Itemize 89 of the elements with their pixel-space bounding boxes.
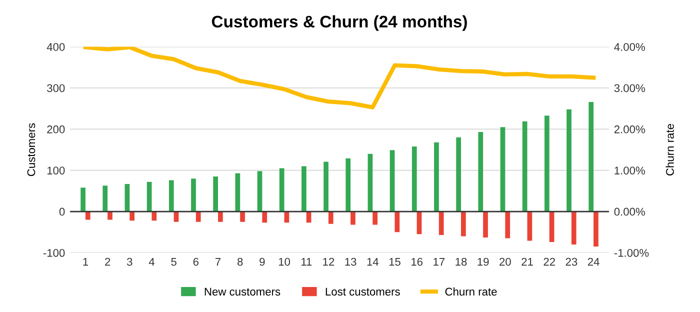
bar xyxy=(130,212,135,221)
x-tick-label: 5 xyxy=(171,258,176,266)
bar xyxy=(434,142,439,212)
bar xyxy=(168,180,174,212)
bar xyxy=(588,102,594,212)
bar xyxy=(438,212,444,236)
x-tick-label: 2 xyxy=(105,258,110,266)
bar xyxy=(124,184,130,212)
bar xyxy=(174,212,179,222)
x-tick-label: 18 xyxy=(456,258,467,266)
y-tick-label: 400 xyxy=(46,43,65,51)
y2-axis-title: Churn rate xyxy=(666,124,674,176)
y-tick-label: 200 xyxy=(47,125,65,134)
bar xyxy=(146,182,152,212)
bar xyxy=(191,178,196,212)
bar xyxy=(571,212,576,244)
bar xyxy=(549,212,554,242)
y2-tick-label: 1.00% xyxy=(614,166,645,174)
bar xyxy=(213,176,218,212)
y-tick-label: -100 xyxy=(43,248,65,257)
bar xyxy=(505,212,510,238)
bar xyxy=(483,212,488,238)
x-tick-label: 22 xyxy=(544,258,555,266)
bar xyxy=(240,212,245,222)
y2-tick-label: -1.00% xyxy=(614,248,649,257)
bar xyxy=(257,171,262,212)
bar xyxy=(80,188,86,212)
x-tick-label: 16 xyxy=(411,258,423,266)
bar xyxy=(262,212,268,223)
x-tick-label: 20 xyxy=(500,258,511,266)
bar xyxy=(328,212,334,224)
bar xyxy=(108,212,112,220)
bar xyxy=(85,212,90,220)
bar xyxy=(500,127,506,212)
bar xyxy=(412,146,417,212)
y-tick-label: 300 xyxy=(47,84,65,92)
x-tick-label: 8 xyxy=(237,258,243,266)
y-tick-label: 100 xyxy=(47,166,65,174)
x-tick-label: 11 xyxy=(301,258,312,266)
bar xyxy=(416,212,422,234)
x-tick-label: 24 xyxy=(588,258,600,266)
bar xyxy=(279,168,284,212)
legend-label: Lost customers xyxy=(326,288,400,296)
bar xyxy=(527,212,532,241)
line-series xyxy=(83,46,596,110)
bar xyxy=(368,154,373,212)
bar xyxy=(594,212,598,247)
y2-tick-label: 2.00% xyxy=(614,125,645,134)
legend-label: Churn rate xyxy=(445,287,497,296)
x-tick-label: 10 xyxy=(278,258,290,266)
bar xyxy=(350,212,356,225)
bar xyxy=(456,137,461,212)
bar xyxy=(394,212,400,232)
x-tick-label: 13 xyxy=(345,258,356,266)
bar xyxy=(522,121,528,212)
y2-tick-label: 4.00% xyxy=(614,43,645,51)
y-tick-label: 0 xyxy=(59,208,65,216)
bar xyxy=(544,116,550,212)
y2-tick-label: 0.00% xyxy=(614,208,645,216)
bar xyxy=(566,109,572,212)
legend-label: New customers xyxy=(204,288,280,296)
y-axis-title: Customers xyxy=(27,123,36,176)
bar xyxy=(302,166,306,212)
x-tick-label: 23 xyxy=(566,258,578,266)
x-tick-label: 12 xyxy=(323,258,334,266)
x-tick-label: 21 xyxy=(522,258,533,266)
x-tick-label: 6 xyxy=(193,258,199,266)
x-tick-label: 3 xyxy=(126,258,132,266)
x-tick-label: 1 xyxy=(83,258,88,266)
x-tick-label: 19 xyxy=(478,258,489,266)
bar xyxy=(324,162,328,212)
x-tick-label: 4 xyxy=(148,258,154,266)
bar xyxy=(235,173,240,212)
chart-title: Customers & Churn (24 months) xyxy=(212,15,467,31)
bar xyxy=(196,212,201,222)
x-tick-label: 17 xyxy=(434,258,445,266)
bar xyxy=(478,132,484,212)
x-tick-label: 14 xyxy=(367,258,378,266)
x-tick-label: 9 xyxy=(260,258,265,266)
bar xyxy=(390,150,395,212)
x-tick-label: 15 xyxy=(389,258,400,266)
bar xyxy=(152,212,157,221)
bar xyxy=(346,158,351,212)
bar xyxy=(372,212,378,225)
bar xyxy=(460,212,466,236)
bar xyxy=(218,212,223,222)
x-tick-label: 7 xyxy=(215,258,221,266)
bar xyxy=(102,186,108,212)
y2-tick-label: 3.00% xyxy=(614,84,645,92)
